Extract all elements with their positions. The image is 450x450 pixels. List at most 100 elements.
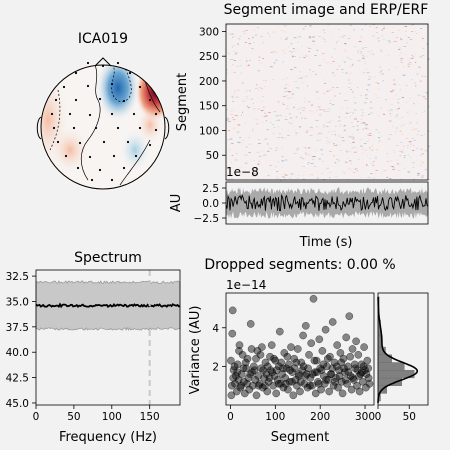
sensor-dot	[88, 113, 92, 117]
erp-mean-line	[225, 193, 429, 212]
sensor-dots	[50, 61, 158, 182]
scatter-point	[254, 372, 263, 380]
segment-image-panel: 50 100 150 200 250 300	[199, 23, 431, 181]
scatter-point	[335, 372, 344, 380]
scatter-point	[265, 374, 274, 382]
spectrum-ytick-label: 45.0	[6, 398, 29, 410]
scatter-point	[315, 335, 324, 344]
segment-ytick-label: 300	[199, 26, 219, 38]
scatter-point	[228, 329, 237, 338]
scatter-point	[289, 391, 298, 400]
scatter-point	[272, 366, 281, 375]
scatter-point	[314, 379, 323, 388]
scatter-point	[240, 389, 249, 398]
scatter-point	[350, 360, 359, 369]
scatter-point	[247, 345, 256, 353]
scatter-point	[353, 381, 361, 390]
scatter-point	[258, 343, 266, 351]
scatter-point	[243, 354, 252, 363]
scatter-point	[325, 387, 334, 396]
scatter-point	[227, 391, 236, 400]
scatter-point	[277, 358, 286, 367]
sensor-dot	[138, 85, 142, 89]
scatter-point	[252, 354, 260, 363]
scatter-point	[233, 368, 242, 377]
sensor-dot	[126, 140, 130, 144]
sensor-dot	[52, 126, 56, 130]
scatter-point	[307, 339, 316, 348]
sensor-dot	[90, 178, 94, 182]
sensor-dot	[56, 140, 60, 144]
scatter-point	[278, 370, 286, 378]
scatter-point	[270, 354, 278, 363]
scatter-point	[229, 374, 238, 382]
histogram-xtick-label: 50	[403, 411, 416, 423]
scatter-point	[295, 370, 303, 378]
scatter-point	[299, 331, 307, 340]
variance-scatter-panel: 2 4 0 100 200 300	[212, 292, 375, 423]
scatter-point	[227, 356, 235, 365]
scatter-point	[246, 320, 255, 328]
scatter-point	[359, 362, 368, 371]
scatter-point	[284, 385, 292, 394]
scatter-point	[270, 372, 279, 380]
scatter-point	[296, 387, 304, 396]
topomap	[36, 57, 170, 191]
scatter-point	[304, 364, 312, 373]
scatter-point	[293, 345, 302, 353]
sensor-dot	[122, 99, 126, 103]
scatter-point	[262, 370, 271, 378]
scatter-point	[355, 387, 364, 396]
scatter-point	[341, 376, 350, 384]
scatter-point	[348, 345, 357, 353]
sensor-dot	[148, 98, 152, 102]
sensor-dot	[50, 112, 54, 116]
scatter-point	[273, 376, 282, 384]
scatter-point	[317, 366, 326, 375]
right-ear	[164, 116, 170, 140]
scatter-point	[281, 374, 290, 382]
scatter-point	[332, 362, 341, 371]
spectrum-ytick-label: 40.0	[6, 347, 29, 359]
scatter-point	[323, 354, 332, 363]
segment-ytick-label: 50	[206, 150, 219, 162]
sensor-dot	[76, 166, 80, 170]
scatter-point	[281, 379, 290, 388]
scatter-point	[347, 385, 356, 394]
sensor-dot	[116, 126, 120, 130]
spectrum-ytick-label: 42.5	[6, 373, 29, 385]
scatter-point	[287, 343, 295, 351]
scatter-point	[326, 370, 335, 378]
spectrum-xtick-label: 100	[102, 411, 122, 423]
scatter-ytick-label: 4	[212, 323, 219, 335]
scatter-point	[235, 347, 243, 355]
erp-ylabel: AU	[169, 194, 184, 212]
scatter-point	[237, 370, 246, 378]
spectrum-ytick-label: 32.5	[6, 271, 29, 283]
scatter-point	[322, 376, 330, 384]
sensor-dot	[148, 143, 152, 147]
sensor-dot	[154, 128, 158, 132]
scatter-point	[319, 360, 328, 369]
scatter-point	[284, 360, 293, 369]
scatter-point	[285, 377, 294, 386]
scatter-point	[311, 389, 320, 398]
sensor-dot	[128, 71, 132, 75]
nose	[94, 57, 112, 67]
scatter-point	[253, 347, 262, 355]
spectrum-xtick-label: 50	[67, 411, 80, 423]
scatter-point	[243, 379, 251, 388]
sensor-dot	[98, 168, 102, 172]
scatter-point	[288, 377, 296, 386]
scatter-point	[308, 370, 317, 378]
segment-ytick-label: 250	[199, 51, 219, 63]
scatter-point	[235, 341, 244, 349]
sensor-dot	[94, 126, 98, 130]
scatter-point	[337, 358, 346, 367]
scatter-point	[252, 391, 261, 400]
sensor-dot	[74, 98, 78, 102]
erp-scale-label: 1e−8	[226, 165, 259, 179]
sensor-dot	[134, 154, 138, 158]
sensor-dot	[101, 64, 105, 68]
sensor-dot	[122, 166, 126, 170]
